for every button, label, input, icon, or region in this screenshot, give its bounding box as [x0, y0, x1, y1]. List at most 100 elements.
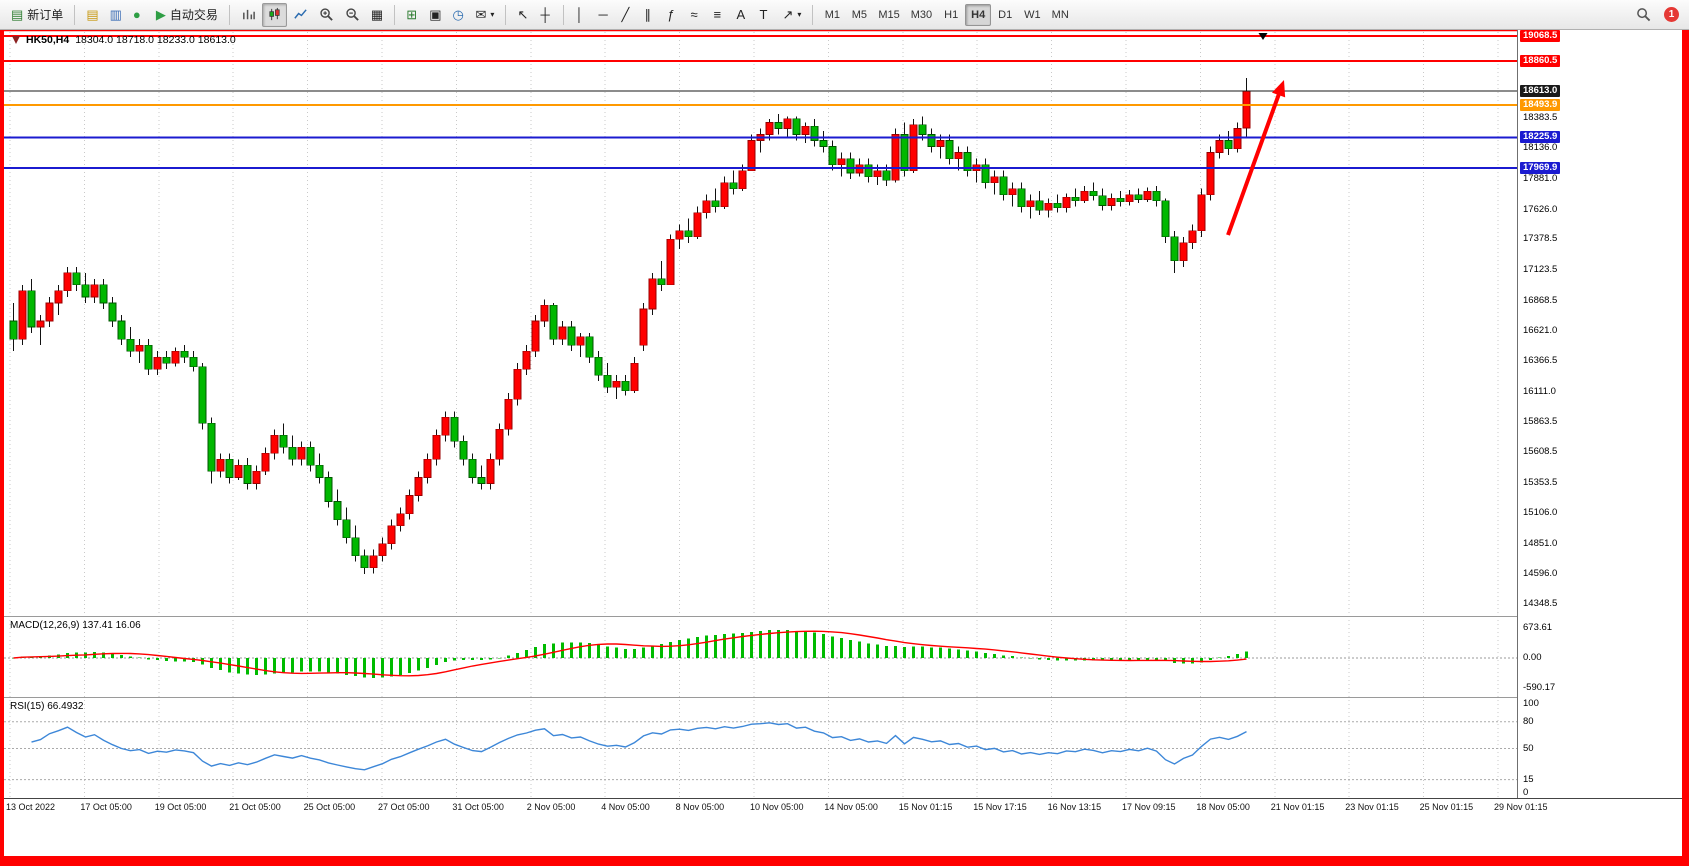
candle-body — [1062, 196, 1071, 209]
tile-windows-icon: ▦ — [370, 7, 384, 22]
symbol-info: HK50,H4 18304.0 18718.0 18233.0 18613.0 — [12, 34, 236, 46]
timeframe-mn[interactable]: MN — [1047, 4, 1074, 26]
vertical-line-tool-button[interactable]: │ — [570, 3, 592, 27]
bar-chart-button[interactable] — [236, 3, 261, 27]
macd-axis-tick: 673.61 — [1523, 622, 1553, 633]
trend-arrow-line[interactable] — [1226, 88, 1283, 236]
candle-body — [954, 152, 963, 159]
chart-symbol-icon — [12, 36, 20, 44]
search-icon — [1636, 7, 1651, 22]
candle-body — [405, 495, 414, 514]
candle-body — [936, 140, 945, 147]
candle-body — [63, 272, 72, 292]
rsi-axis-tick: 15 — [1523, 773, 1534, 785]
candle-body — [1116, 197, 1125, 203]
candle-body — [927, 134, 936, 147]
timeframe-h1[interactable]: H1 — [938, 4, 964, 26]
candle-body — [279, 435, 288, 448]
play-icon: ▶ — [155, 7, 166, 22]
horizontal-line-tool-button[interactable]: ─ — [593, 3, 615, 27]
candle-body — [630, 362, 639, 392]
toolbar-separator — [74, 4, 76, 25]
candle-body — [864, 164, 873, 177]
horizontal-line-icon: ─ — [598, 7, 608, 22]
tile-windows-button[interactable]: ▦ — [366, 3, 388, 27]
price-tick: 16621.0 — [1523, 324, 1558, 336]
waves-tool-button[interactable]: ≈ — [685, 3, 707, 27]
candle-body — [36, 320, 45, 328]
notification-badge[interactable]: 1 — [1664, 7, 1679, 22]
candle-body — [639, 308, 648, 346]
new-order-button[interactable]: ▤ 新订单 — [6, 3, 68, 27]
price-tick: 17881.0 — [1523, 172, 1558, 184]
candle-body — [1107, 197, 1116, 206]
mail-button[interactable]: ✉ ▾ — [471, 3, 500, 27]
candle-body — [1152, 190, 1161, 201]
candle-body — [189, 356, 198, 368]
arrange-windows-button[interactable]: ▣ — [424, 3, 446, 27]
timeframe-d1[interactable]: D1 — [992, 4, 1018, 26]
channel-tool-button[interactable]: ∥ — [639, 3, 661, 27]
candle-body — [1053, 202, 1062, 209]
zoom-in-button[interactable] — [314, 3, 339, 27]
candle-body — [378, 543, 387, 556]
candle-body — [432, 435, 441, 460]
timeframe-m5[interactable]: M5 — [846, 4, 872, 26]
timeframe-m15[interactable]: M15 — [873, 4, 904, 26]
price-tick: 14596.0 — [1523, 568, 1558, 580]
price-chart-canvas[interactable] — [4, 30, 1517, 798]
price-level-label: 18225.9 — [1520, 131, 1561, 144]
zoom-out-button[interactable] — [340, 3, 365, 27]
chart-window-button[interactable]: ▥ — [105, 3, 127, 27]
trendline-tool-button[interactable]: ╱ — [616, 3, 638, 27]
clock-button[interactable]: ◷ — [448, 3, 470, 27]
candle-body — [513, 368, 522, 400]
arrow-objects-button[interactable]: ↗ ▾ — [777, 3, 806, 27]
time-tick: 31 Oct 05:00 — [452, 802, 504, 812]
grid-tool-button[interactable]: ≡ — [708, 3, 730, 27]
toolbar-separator — [505, 4, 507, 25]
crosshair-tool-button[interactable]: ┼ — [535, 3, 557, 27]
search-button[interactable] — [1631, 3, 1656, 27]
fibonacci-tool-button[interactable]: ƒ — [662, 3, 684, 27]
candlestick-chart-button[interactable] — [261, 2, 287, 27]
candle-body — [999, 176, 1008, 195]
add-indicator-button[interactable]: ⊞ — [401, 3, 423, 27]
text-tool-button[interactable]: A — [731, 3, 753, 27]
cursor-tool-button[interactable]: ↖ — [512, 3, 534, 27]
candle-body — [252, 471, 261, 484]
timeframe-m1[interactable]: M1 — [819, 4, 845, 26]
candle-body — [765, 122, 774, 135]
timeframe-group: M1 M5 M15 M30 H1 H4 D1 W1 MN — [819, 3, 1074, 26]
vertical-line-icon: │ — [575, 7, 584, 22]
candle-body — [1242, 90, 1251, 129]
candle-body — [27, 290, 36, 328]
candle-body — [72, 272, 81, 286]
auto-trading-button[interactable]: ▶ 自动交易 — [151, 3, 223, 27]
candle-body — [891, 134, 900, 181]
candle-body — [882, 170, 891, 181]
line-chart-button[interactable] — [288, 3, 313, 27]
window-frame-right — [1682, 30, 1689, 866]
candle-body — [369, 555, 378, 569]
trend-arrow-head[interactable] — [1271, 80, 1286, 98]
candle-body — [18, 290, 27, 340]
candle-body — [1017, 188, 1026, 207]
price-tick: 14348.5 — [1523, 597, 1558, 609]
candle-body — [549, 305, 558, 340]
folder-icon-button[interactable]: ▤ — [81, 3, 103, 27]
label-tool-button[interactable]: T — [754, 3, 776, 27]
candle-body — [594, 356, 603, 376]
down-arrow-marker[interactable] — [1258, 33, 1268, 40]
timeframe-w1[interactable]: W1 — [1019, 4, 1046, 26]
candle-body — [1071, 196, 1080, 201]
rsi-axis-tick: 50 — [1523, 742, 1534, 754]
candle-body — [576, 336, 585, 346]
timeframe-m30[interactable]: M30 — [906, 4, 937, 26]
globe-button[interactable]: ● — [128, 3, 150, 27]
timeframe-h4[interactable]: H4 — [965, 3, 992, 26]
price-tick: 15106.0 — [1523, 506, 1558, 518]
window-frame-bottom — [0, 856, 1689, 866]
candle-body — [612, 380, 621, 388]
price-tick: 15608.5 — [1523, 446, 1558, 458]
